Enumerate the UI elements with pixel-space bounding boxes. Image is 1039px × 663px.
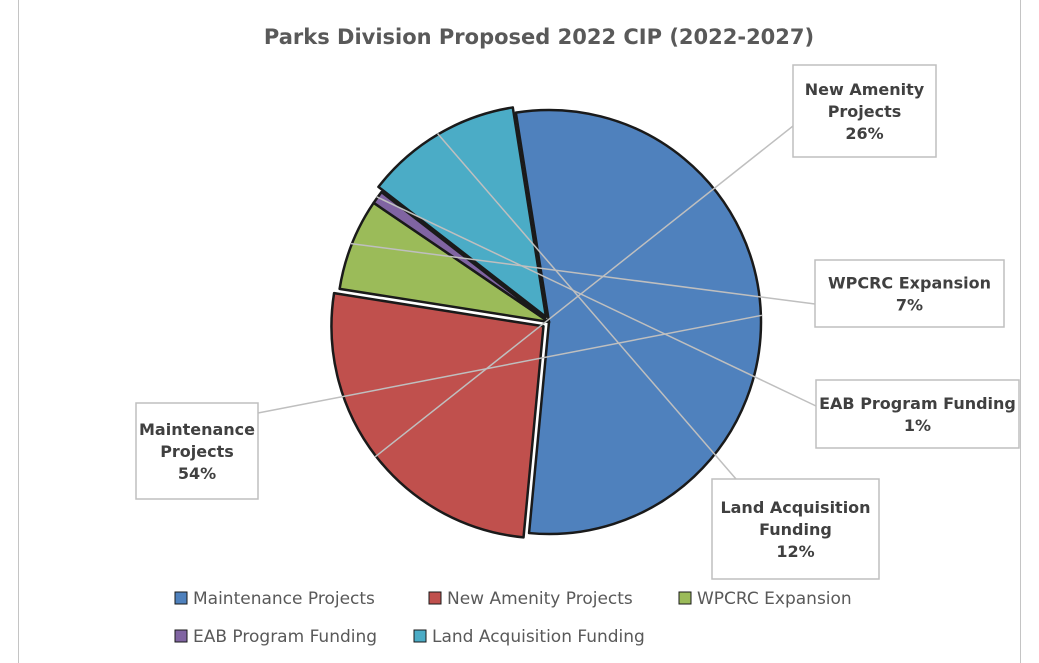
- callout-box-eab: [815, 379, 1020, 449]
- legend-item-eab: EAB Program Funding: [174, 627, 377, 647]
- chart-title: Parks Division Proposed 2022 CIP (2022-2…: [264, 25, 814, 49]
- callout-new-amenity: New Amenity Projects 26%: [374, 64, 937, 458]
- legend-swatch: [428, 591, 442, 605]
- data-label-name-maintenance: Projects: [160, 442, 234, 461]
- callout-box-wpcrc: [814, 259, 1005, 328]
- legend-label: Land Acquisition Funding: [432, 627, 645, 647]
- legend-item-maintenance: Maintenance Projects: [174, 589, 375, 609]
- pie-chart: Parks Division Proposed 2022 CIP (2022-2…: [135, 25, 1020, 647]
- data-label-name-new-amenity: New Amenity: [805, 80, 925, 99]
- legend-label: Maintenance Projects: [193, 589, 375, 609]
- data-label-name-maintenance: Maintenance: [139, 420, 255, 439]
- leader-line-new-amenity: [374, 125, 794, 458]
- leader-line-maintenance: [257, 314, 763, 414]
- callout-eab: EAB Program Funding 1%: [376, 196, 1020, 449]
- legend: Maintenance Projects New Amenity Projects…: [174, 589, 852, 647]
- callouts-layer: Maintenance Projects 54% New Amenity Project…: [135, 64, 1020, 580]
- data-label-percent-maintenance: 54%: [178, 464, 216, 483]
- legend-swatch: [678, 591, 692, 605]
- legend-label: New Amenity Projects: [447, 589, 633, 609]
- chart-frame: Parks Division Proposed 2022 CIP (2022-2…: [18, 0, 1021, 663]
- pie-slice-new-amenity: [330, 291, 545, 539]
- legend-swatch: [413, 629, 427, 643]
- legend-item-wpcrc: WPCRC Expansion: [678, 589, 852, 609]
- callout-box-new-amenity: [792, 64, 937, 158]
- slices-layer: [330, 106, 763, 539]
- leader-line-land-acquisition: [436, 133, 737, 480]
- legend-item-new-amenity: New Amenity Projects: [428, 589, 633, 609]
- callout-box-land-acquisition: [711, 478, 880, 580]
- data-label-name-wpcrc: WPCRC Expansion: [828, 274, 991, 293]
- data-label-percent-wpcrc: 7%: [896, 296, 923, 315]
- legend-label: WPCRC Expansion: [697, 589, 852, 609]
- data-label-name-land-acquisition: Land Acquisition: [720, 498, 870, 517]
- data-label-name-land-acquisition: Funding: [759, 520, 832, 539]
- callout-wpcrc: WPCRC Expansion 7%: [350, 242, 1005, 328]
- legend-swatch: [174, 591, 188, 605]
- callout-maintenance: Maintenance Projects 54%: [135, 314, 763, 500]
- data-label-percent-eab: 1%: [904, 416, 931, 435]
- data-label-name-new-amenity: Projects: [828, 102, 902, 121]
- legend-swatch: [174, 629, 188, 643]
- data-label-percent-new-amenity: 26%: [845, 124, 883, 143]
- data-label-percent-land-acquisition: 12%: [776, 542, 814, 561]
- legend-label: EAB Program Funding: [193, 627, 377, 647]
- callout-land-acquisition: Land Acquisition Funding 12%: [436, 133, 880, 580]
- leader-line-wpcrc: [350, 242, 816, 305]
- leader-line-eab: [376, 196, 817, 407]
- data-label-name-eab: EAB Program Funding: [819, 394, 1016, 413]
- legend-item-land-acquisition: Land Acquisition Funding: [413, 627, 645, 647]
- callout-box-maintenance: [135, 402, 259, 500]
